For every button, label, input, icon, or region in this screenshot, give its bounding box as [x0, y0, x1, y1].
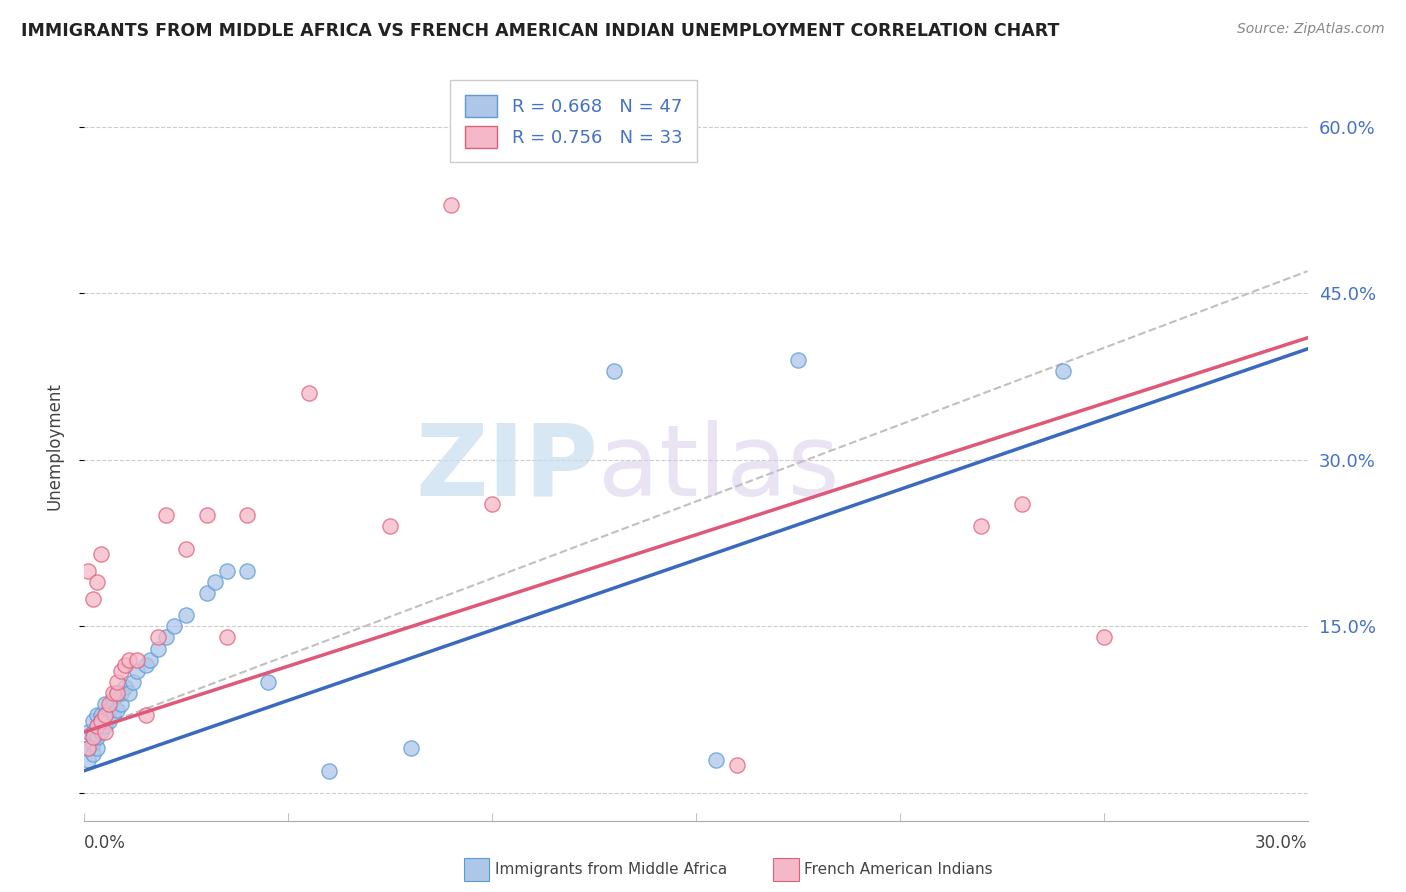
- Point: [380, 519, 402, 533]
- Point: [298, 386, 321, 401]
- Point: [1092, 631, 1115, 645]
- Point: [105, 674, 128, 689]
- Point: [86, 731, 108, 745]
- Point: [440, 197, 463, 211]
- Point: [155, 631, 177, 645]
- Point: [82, 731, 104, 745]
- Text: French American Indians: French American Indians: [804, 863, 993, 877]
- Point: [97, 697, 120, 711]
- Point: [86, 574, 108, 589]
- Point: [236, 508, 259, 523]
- Point: [603, 364, 626, 378]
- Point: [135, 658, 157, 673]
- Point: [97, 714, 120, 728]
- Point: [77, 564, 100, 578]
- Point: [122, 674, 145, 689]
- Point: [481, 497, 503, 511]
- Point: [101, 686, 124, 700]
- Point: [97, 703, 120, 717]
- Point: [204, 574, 226, 589]
- Point: [146, 631, 169, 645]
- Text: Source: ZipAtlas.com: Source: ZipAtlas.com: [1237, 22, 1385, 37]
- Point: [110, 686, 132, 700]
- Point: [93, 697, 115, 711]
- Point: [787, 353, 810, 368]
- Point: [93, 724, 115, 739]
- Point: [77, 753, 100, 767]
- Y-axis label: Unemployment: Unemployment: [45, 382, 63, 510]
- Point: [127, 664, 149, 678]
- Point: [82, 714, 104, 728]
- Point: [82, 736, 104, 750]
- Point: [105, 703, 128, 717]
- Point: [110, 664, 132, 678]
- Point: [1052, 364, 1074, 378]
- Point: [155, 508, 177, 523]
- Point: [135, 708, 157, 723]
- Text: Immigrants from Middle Africa: Immigrants from Middle Africa: [495, 863, 727, 877]
- Point: [118, 653, 141, 667]
- Point: [77, 741, 100, 756]
- Point: [82, 724, 104, 739]
- Point: [77, 741, 100, 756]
- Point: [86, 719, 108, 733]
- Point: [138, 653, 160, 667]
- Point: [82, 591, 104, 606]
- Point: [195, 586, 218, 600]
- Point: [105, 686, 128, 700]
- Point: [114, 681, 136, 695]
- Point: [114, 658, 136, 673]
- Point: [93, 719, 115, 733]
- Text: IMMIGRANTS FROM MIDDLE AFRICA VS FRENCH AMERICAN INDIAN UNEMPLOYMENT CORRELATION: IMMIGRANTS FROM MIDDLE AFRICA VS FRENCH …: [21, 22, 1060, 40]
- Point: [101, 691, 124, 706]
- Point: [725, 758, 748, 772]
- Point: [90, 708, 112, 723]
- Point: [105, 686, 128, 700]
- Point: [174, 608, 197, 623]
- Point: [118, 686, 141, 700]
- Point: [127, 653, 149, 667]
- Point: [257, 674, 280, 689]
- Point: [86, 719, 108, 733]
- Point: [217, 631, 239, 645]
- Point: [1011, 497, 1033, 511]
- Point: [101, 708, 124, 723]
- Text: atlas: atlas: [598, 420, 839, 517]
- Point: [90, 724, 112, 739]
- Point: [86, 708, 108, 723]
- Point: [970, 519, 993, 533]
- Point: [86, 741, 108, 756]
- Point: [90, 714, 112, 728]
- Text: 30.0%: 30.0%: [1256, 834, 1308, 852]
- Point: [90, 547, 112, 561]
- Legend: R = 0.668   N = 47, R = 0.756   N = 33: R = 0.668 N = 47, R = 0.756 N = 33: [450, 80, 697, 162]
- Point: [77, 724, 100, 739]
- Text: 0.0%: 0.0%: [84, 834, 127, 852]
- Point: [217, 564, 239, 578]
- Point: [174, 541, 197, 556]
- Point: [163, 619, 186, 633]
- Point: [82, 747, 104, 761]
- Point: [399, 741, 422, 756]
- Point: [481, 131, 503, 145]
- Point: [90, 714, 112, 728]
- Point: [318, 764, 340, 778]
- Point: [93, 708, 115, 723]
- Point: [706, 753, 728, 767]
- Point: [146, 641, 169, 656]
- Point: [236, 564, 259, 578]
- Point: [195, 508, 218, 523]
- Point: [93, 708, 115, 723]
- Point: [110, 697, 132, 711]
- Text: ZIP: ZIP: [415, 420, 598, 517]
